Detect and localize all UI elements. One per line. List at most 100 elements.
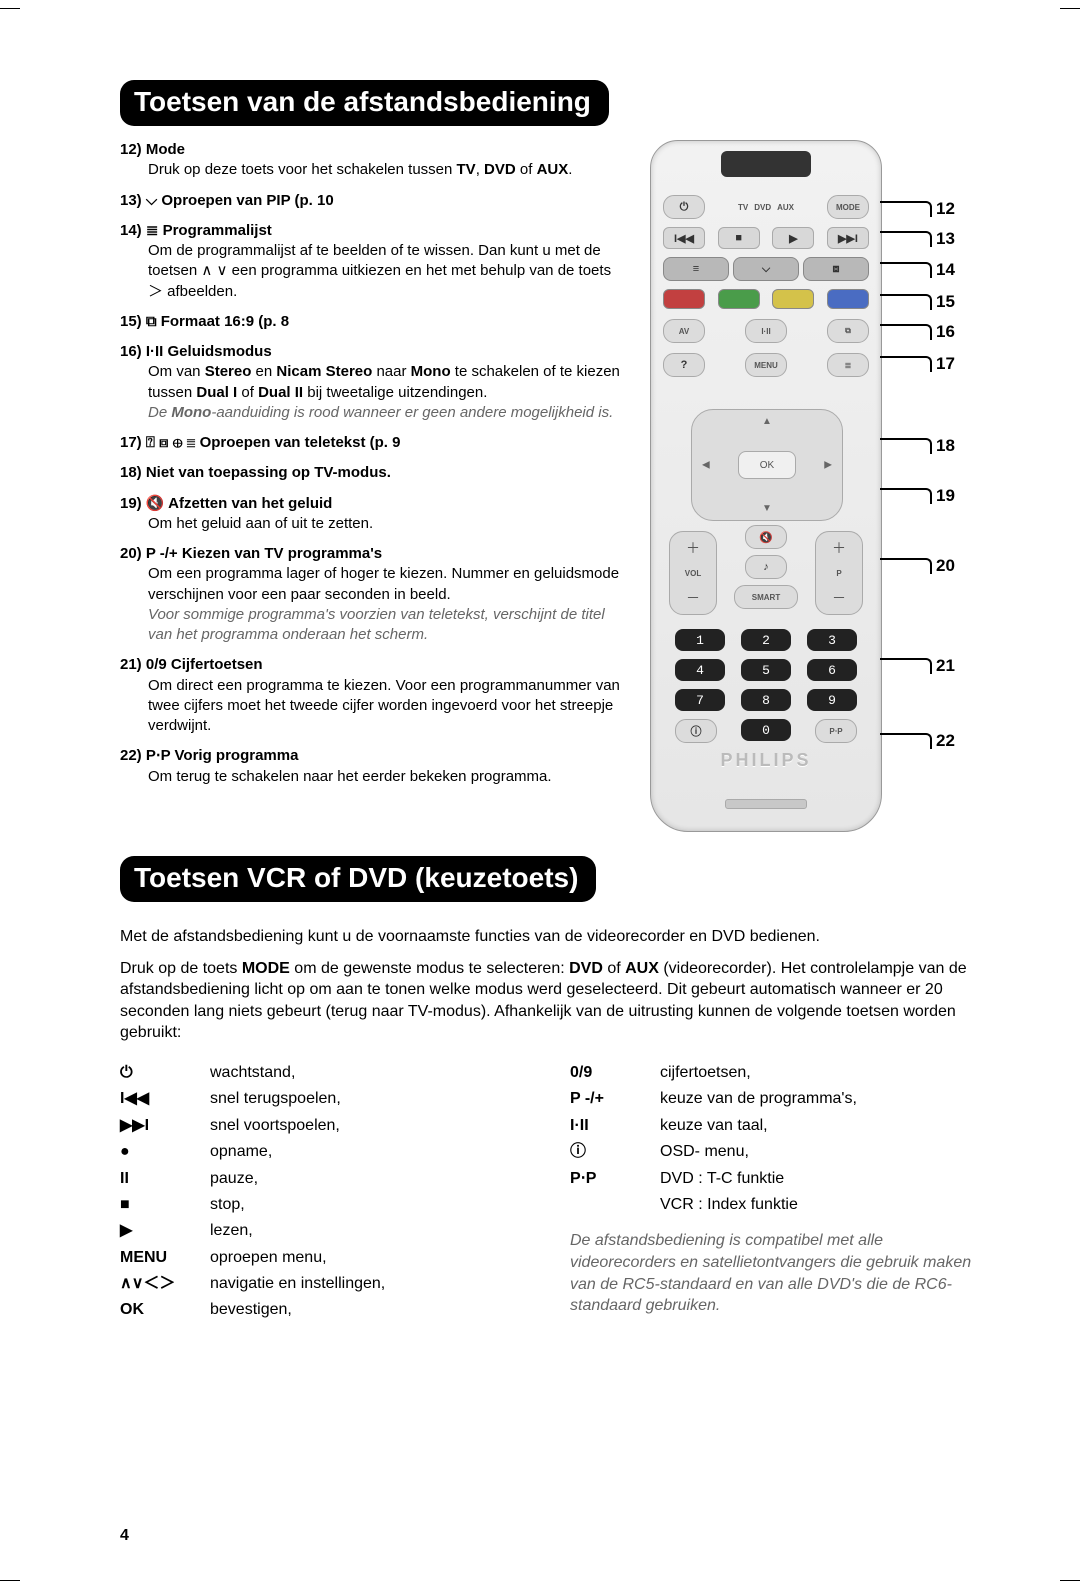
function-symbol: II — [120, 1168, 210, 1190]
page-number: 4 — [120, 1527, 129, 1545]
av-button: AV — [663, 319, 705, 343]
stop-button: ■ — [718, 227, 760, 249]
function-row: IIpauze, — [120, 1168, 530, 1190]
function-column-right: 0/9cijfertoetsen,P -/+keuze van de progr… — [570, 1062, 980, 1327]
menu-button: MENU — [745, 353, 787, 377]
digit-4: 4 — [675, 659, 725, 681]
callout-hook — [880, 262, 932, 278]
function-symbol: P -/+ — [570, 1088, 660, 1110]
remote-illustration-column: ⏻ TV DVD AUX MODE I◀◀ ■ ▶ ▶▶I — [650, 140, 980, 832]
compat-note: De afstandsbediening is compatibel met a… — [570, 1230, 980, 1316]
function-row: 0/9cijfertoetsen, — [570, 1062, 980, 1084]
callout-hook — [880, 201, 932, 217]
function-text: cijfertoetsen, — [660, 1062, 751, 1084]
digit-0: 0 — [741, 719, 791, 741]
label-aux: AUX — [777, 203, 794, 212]
callout-hook — [880, 294, 932, 310]
arrow-right-icon: ▶ — [824, 460, 832, 471]
function-row: ▶lezen, — [120, 1220, 530, 1242]
callout-number: 18 — [936, 436, 955, 456]
crop-mark — [1060, 8, 1080, 9]
crop-mark — [0, 1580, 20, 1581]
function-text: keuze van de programma's, — [660, 1088, 857, 1110]
callout-14: 14 — [880, 260, 955, 280]
function-row: ■stop, — [120, 1194, 530, 1216]
digit-2: 2 — [741, 629, 791, 651]
callout-number: 16 — [936, 322, 955, 342]
digit-3: 3 — [807, 629, 857, 651]
yellow-button — [772, 289, 814, 309]
function-text: navigatie en instellingen, — [210, 1273, 385, 1295]
function-text: VCR : Index funktie — [660, 1194, 798, 1216]
function-text: opname, — [210, 1141, 272, 1163]
function-text: OSD- menu, — [660, 1141, 749, 1163]
vcr-intro-1: Met de afstandsbediening kunt u de voorn… — [120, 926, 980, 948]
mute-button: 🔇 — [745, 525, 787, 549]
item-20: 20) P -/+ Kiezen van TV programma's Om e… — [120, 544, 630, 645]
function-row: I·IIkeuze van taal, — [570, 1115, 980, 1137]
vcr-dvd-section: Met de afstandsbediening kunt u de voorn… — [120, 926, 980, 1327]
function-symbol: ⏻ — [120, 1062, 210, 1084]
arrow-up-icon: ▲ — [762, 416, 772, 427]
label-tv: TV — [738, 203, 748, 212]
function-symbol: OK — [120, 1299, 210, 1321]
item-17: 17) ⍰ ⧈ ⊕ ≣ Oproepen van teletekst (p. 9 — [120, 433, 630, 453]
crop-mark — [0, 8, 20, 9]
grey-button-3: ⧈ — [803, 257, 869, 281]
function-row: OKbevestigen, — [120, 1299, 530, 1321]
callout-number: 12 — [936, 199, 955, 219]
program-rocker: ＋ P － — [815, 531, 863, 615]
function-row: ⏻wachtstand, — [120, 1062, 530, 1084]
callout-number: 15 — [936, 292, 955, 312]
smart-button: SMART — [734, 585, 798, 609]
dpad: ▲ ▼ ◀ ▶ OK — [691, 409, 841, 519]
brand-label: PHILIPS — [651, 750, 881, 771]
grey-button-2: ⌵ — [733, 257, 799, 281]
item-12: 12) Mode Druk op deze toets voor het sch… — [120, 140, 630, 181]
item-19: 19) 🔇 Afzetten van het geluid Om het gel… — [120, 494, 630, 535]
standby-button: ⏻ — [663, 195, 705, 219]
vcr-intro-2: Druk op de toets MODE om de gewenste mod… — [120, 958, 980, 1044]
label-dvd: DVD — [754, 203, 771, 212]
red-button — [663, 289, 705, 309]
volume-rocker: ＋ VOL － — [669, 531, 717, 615]
osd-button: ⓘ — [675, 719, 717, 743]
callout-16: 16 — [880, 322, 955, 342]
callout-number: 13 — [936, 229, 955, 249]
section-title-remote-keys: Toetsen van de afstandsbediening — [120, 80, 609, 126]
callout-hook — [880, 356, 932, 372]
callout-21: 21 — [880, 656, 955, 676]
function-row: ▶▶Isnel voortspoelen, — [120, 1115, 530, 1137]
ffwd-button: ▶▶I — [827, 227, 869, 249]
item-21: 21) 0/9 Cijfertoetsen Om direct een prog… — [120, 655, 630, 736]
callout-hook — [880, 658, 932, 674]
function-symbol: 0/9 — [570, 1062, 660, 1084]
function-row: P -/+keuze van de programma's, — [570, 1088, 980, 1110]
previous-program-button: P⋅P — [815, 719, 857, 743]
callout-17: 17 — [880, 354, 955, 374]
callout-number: 19 — [936, 486, 955, 506]
sound-mode-button: I·II — [745, 319, 787, 343]
green-button — [718, 289, 760, 309]
remote-illustration: ⏻ TV DVD AUX MODE I◀◀ ■ ▶ ▶▶I — [650, 140, 882, 832]
digit-5: 5 — [741, 659, 791, 681]
manual-page: Toetsen van de afstandsbediening 12) Mod… — [0, 0, 1080, 1589]
callout-13: 13 — [880, 229, 955, 249]
function-text: DVD : T-C funktie — [660, 1168, 784, 1190]
remote-key-descriptions: 12) Mode Druk op deze toets voor het sch… — [120, 140, 630, 832]
music-button: ♪ — [745, 555, 787, 579]
section-title-vcr-dvd: Toetsen VCR of DVD (keuzetoets) — [120, 856, 596, 902]
function-symbol: ∧∨＜＞ — [120, 1273, 210, 1295]
digit-7: 7 — [675, 689, 725, 711]
function-columns: ⏻wachtstand,I◀◀snel terugspoelen,▶▶Isnel… — [120, 1062, 980, 1327]
function-row: ∧∨＜＞navigatie en instellingen, — [120, 1273, 530, 1295]
item-18: 18) Niet van toepassing op TV-modus. — [120, 463, 630, 483]
function-text: pauze, — [210, 1168, 258, 1190]
function-text: snel voortspoelen, — [210, 1115, 340, 1137]
function-text: lezen, — [210, 1220, 253, 1242]
teletext-button: ≣ — [827, 353, 869, 377]
callout-number: 22 — [936, 731, 955, 751]
callout-hook — [880, 324, 932, 340]
crop-mark — [1060, 1580, 1080, 1581]
callout-hook — [880, 231, 932, 247]
